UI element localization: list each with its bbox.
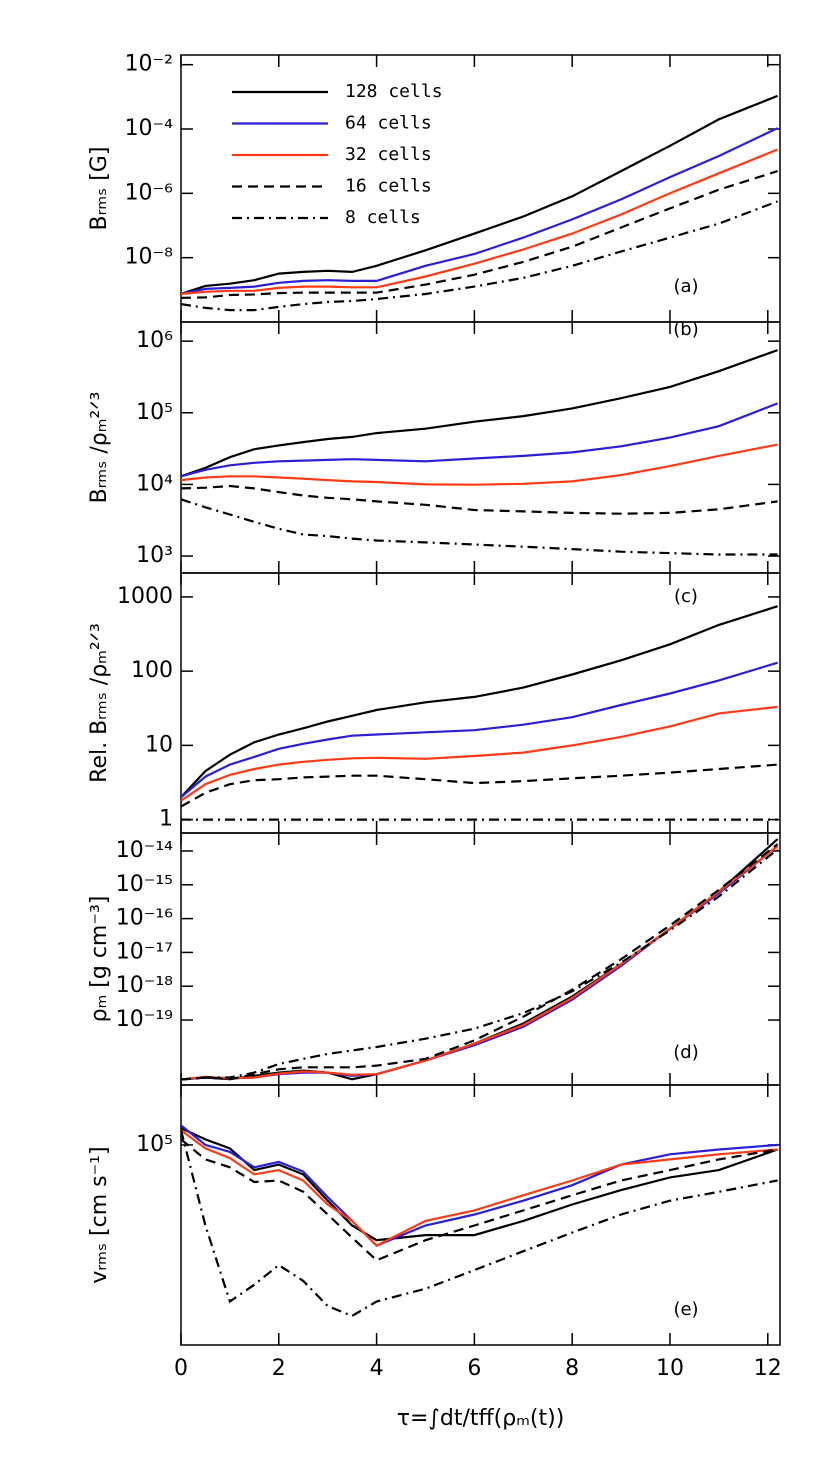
series-line	[181, 705, 778, 802]
series-line	[181, 148, 779, 295]
y-tick-label: 10⁻⁴	[125, 116, 174, 141]
x-tick-label: 6	[467, 1356, 481, 1381]
y-tick-label: 10⁴	[136, 471, 173, 496]
y-axis-label: Bᵣₘₛ [G]	[87, 147, 112, 231]
series-line	[181, 443, 778, 486]
y-tick-label: 10⁻¹⁹	[116, 1007, 173, 1032]
series-line	[181, 484, 778, 515]
y-axis-label: Rel. Bᵣₘₛ /ρₘ²ᐟ³	[87, 623, 112, 783]
legend-label: 8 cells	[345, 207, 421, 228]
series-line	[181, 1129, 778, 1247]
y-tick-label: 10⁶	[136, 328, 173, 353]
panel-label: (d)	[673, 1042, 698, 1063]
series-line	[181, 763, 778, 808]
x-tick-label: 2	[272, 1356, 286, 1381]
x-tick-label: 10	[656, 1356, 684, 1381]
panel: 10⁻¹⁹ 10⁻¹⁸ 10⁻¹⁷ 10⁻¹⁶ 10⁻¹⁵ 10⁻¹⁴ ρₘ [g cm⁻³…	[87, 832, 781, 1086]
y-tick-label: 10⁻¹⁶	[116, 906, 173, 931]
legend-label: 128 cells	[345, 81, 443, 102]
series-line	[181, 843, 779, 1081]
y-tick-label: 10⁻⁶	[125, 180, 174, 205]
y-axis-label: ρₘ [g cm⁻³]	[87, 896, 112, 1023]
x-tick-label: 4	[370, 1356, 384, 1381]
x-tick-label: 0	[174, 1356, 188, 1381]
series-line	[181, 349, 778, 478]
legend-label: 16 cells	[345, 176, 432, 197]
series-line	[181, 402, 778, 478]
panel-label: (c)	[674, 586, 698, 607]
series-line	[181, 661, 778, 799]
plot-frame	[180, 572, 781, 834]
y-tick-label: 10⁻¹⁵	[116, 872, 173, 897]
x-tick-label: 8	[565, 1356, 579, 1381]
series-line	[181, 127, 779, 295]
series-line	[181, 1124, 778, 1247]
series-line	[181, 200, 778, 312]
series-line	[181, 848, 779, 1081]
series-line	[181, 1127, 778, 1242]
y-tick-label: 10³	[136, 543, 173, 568]
y-tick-label: 10⁻²	[125, 52, 173, 77]
y-tick-label: 10⁵	[136, 400, 173, 425]
y-axis-label: vᵣₘₛ [cm s⁻¹]	[87, 1146, 112, 1283]
panel: 10⁵ 0 2 4 6 8 10 12 τ=∫dt/tff(ρₘ(t)) vᵣₘₛ [cm s⁻¹…	[87, 1084, 782, 1431]
y-tick-label: 10⁵	[136, 1132, 173, 1157]
panel-label: (e)	[673, 1299, 698, 1320]
panel-label: (b)	[673, 319, 698, 340]
series-line	[181, 170, 778, 299]
series-line	[181, 845, 779, 1081]
y-tick-label: 1000	[117, 584, 173, 609]
y-tick-label: 100	[131, 658, 173, 683]
legend-label: 32 cells	[345, 144, 432, 165]
y-tick-label: 10	[145, 732, 173, 757]
y-tick-label: 10⁻¹⁴	[116, 838, 173, 863]
series-line	[181, 498, 778, 556]
panel-label: (a)	[673, 276, 698, 297]
series-line	[181, 1129, 778, 1318]
panel: 10³ 10⁴ 10⁵ 10⁶ Bᵣₘₛ /ρₘ²ᐟ³ (b)	[87, 319, 781, 574]
y-tick-label: 10⁻¹⁸	[116, 973, 173, 998]
panel: 10⁻⁸ 10⁻⁶ 10⁻⁴ 10⁻² Bᵣₘₛ [G] (a) 128 cells 64 c…	[87, 52, 781, 323]
legend-label: 64 cells	[345, 113, 432, 134]
series-line	[181, 605, 778, 799]
y-axis-label: Bᵣₘₛ /ρₘ²ᐟ³	[87, 392, 112, 504]
y-tick-label: 10⁻⁸	[125, 245, 174, 270]
plot-frame	[180, 1084, 781, 1346]
x-tick-label: 12	[754, 1356, 782, 1381]
y-tick-label: 1	[159, 807, 173, 832]
series-line	[181, 94, 779, 295]
x-axis-label: τ=∫dt/tff(ρₘ(t))	[397, 1406, 565, 1431]
y-tick-label: 10⁻¹⁷	[116, 939, 173, 964]
